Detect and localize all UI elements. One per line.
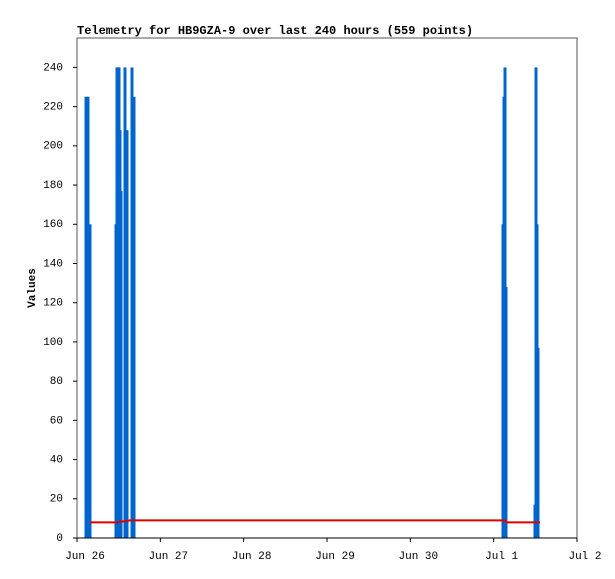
y-axis-label: Values bbox=[27, 268, 39, 308]
x-tick-label: Jun 28 bbox=[232, 551, 272, 563]
y-tick-label: 20 bbox=[50, 494, 63, 506]
y-tick-label: 140 bbox=[43, 258, 63, 270]
y-tick-label: 220 bbox=[43, 102, 63, 114]
bar bbox=[125, 130, 129, 538]
y-tick-label: 180 bbox=[43, 180, 63, 192]
x-tick-label: Jun 29 bbox=[315, 551, 355, 563]
bar bbox=[132, 96, 136, 538]
x-tick-label: Jul 1 bbox=[485, 551, 518, 563]
y-tick-label: 80 bbox=[50, 376, 63, 388]
x-tick-label: Jun 27 bbox=[149, 551, 189, 563]
bar bbox=[536, 347, 540, 538]
y-tick-label: 0 bbox=[56, 533, 63, 545]
line bbox=[90, 519, 540, 524]
x-tick-label: Jun 26 bbox=[65, 551, 105, 563]
bar bbox=[86, 96, 90, 538]
bar bbox=[504, 287, 508, 538]
y-tick-label: 240 bbox=[43, 62, 63, 74]
y-tick-label: 100 bbox=[43, 337, 63, 349]
bar bbox=[119, 190, 123, 539]
bar bbox=[123, 67, 127, 538]
x-tick-label: Jul 2 bbox=[568, 551, 601, 563]
bar bbox=[130, 67, 134, 538]
y-tick-label: 120 bbox=[43, 298, 63, 310]
y-tick-label: 160 bbox=[43, 219, 63, 231]
x-tick-label: Jun 30 bbox=[399, 551, 439, 563]
y-tick-label: 60 bbox=[50, 415, 63, 427]
y-tick-label: 40 bbox=[50, 454, 63, 466]
chart-title: Telemetry for HB9GZA-9 over last 240 hou… bbox=[77, 24, 473, 38]
bar bbox=[88, 224, 92, 538]
y-tick-label: 200 bbox=[43, 141, 63, 153]
